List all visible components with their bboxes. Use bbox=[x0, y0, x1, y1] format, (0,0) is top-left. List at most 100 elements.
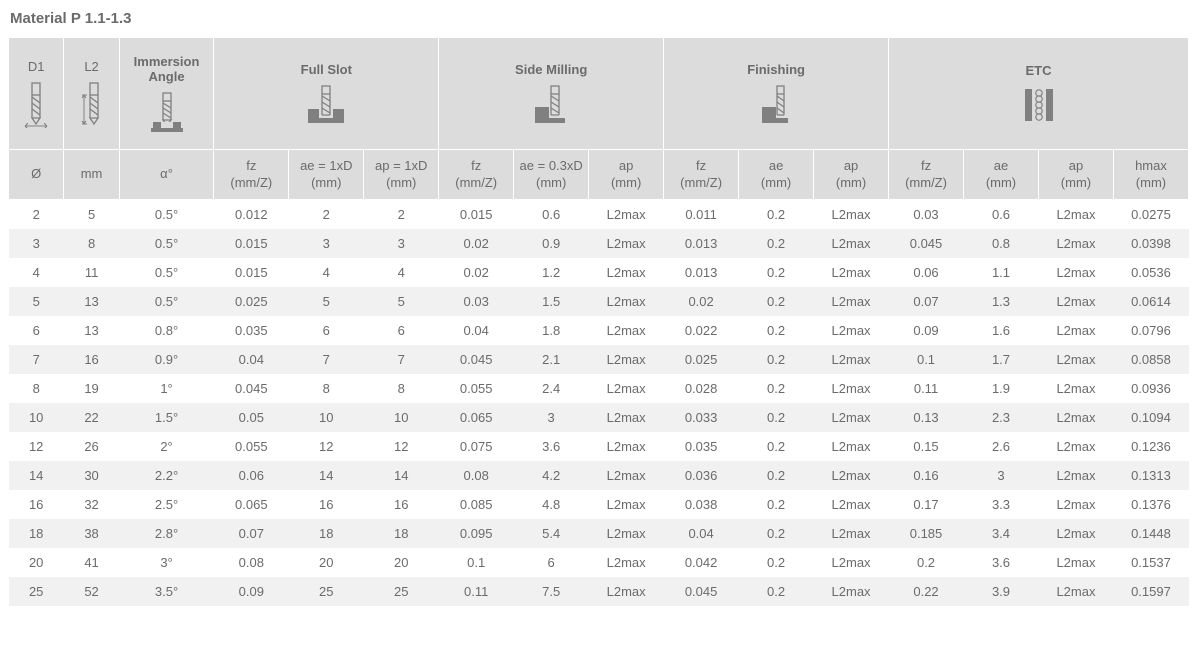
table-cell: L2max bbox=[589, 432, 664, 461]
table-cell: 0.04 bbox=[664, 519, 739, 548]
table-cell: 0.0796 bbox=[1113, 316, 1188, 345]
table-cell: 0.022 bbox=[664, 316, 739, 345]
table-cell: 12 bbox=[364, 432, 439, 461]
table-cell: 0.03 bbox=[889, 200, 964, 230]
table-cell: L2max bbox=[1038, 287, 1113, 316]
table-cell: 1.3 bbox=[964, 287, 1039, 316]
table-cell: 0.028 bbox=[664, 374, 739, 403]
table-cell: 0.1 bbox=[439, 548, 514, 577]
l2-label: L2 bbox=[84, 59, 98, 74]
table-cell: 0.5° bbox=[119, 200, 214, 230]
sidemilling-icon bbox=[529, 85, 573, 125]
table-row: 10221.5°0.0510100.0653L2max0.0330.2L2max… bbox=[9, 403, 1189, 432]
table-cell: 0.2 bbox=[739, 548, 814, 577]
cutting-data-table: D1 L2 bbox=[8, 37, 1189, 606]
table-cell: L2max bbox=[814, 258, 889, 287]
table-cell: 0.1094 bbox=[1113, 403, 1188, 432]
table-cell: 0.02 bbox=[664, 287, 739, 316]
table-cell: 0.045 bbox=[214, 374, 289, 403]
table-cell: 0.2 bbox=[739, 490, 814, 519]
table-cell: 0.5° bbox=[119, 229, 214, 258]
table-cell: 3 bbox=[364, 229, 439, 258]
table-cell: L2max bbox=[589, 461, 664, 490]
table-cell: 10 bbox=[289, 403, 364, 432]
table-cell: 0.2 bbox=[889, 548, 964, 577]
table-cell: 0.1313 bbox=[1113, 461, 1188, 490]
table-cell: 7 bbox=[364, 345, 439, 374]
table-cell: 3 bbox=[964, 461, 1039, 490]
table-cell: 0.04 bbox=[214, 345, 289, 374]
table-cell: 0.08 bbox=[214, 548, 289, 577]
table-cell: 0.011 bbox=[664, 200, 739, 230]
sub-fin-1: ae(mm) bbox=[739, 150, 814, 200]
table-cell: L2max bbox=[589, 287, 664, 316]
table-cell: 6 bbox=[514, 548, 589, 577]
sub-imm: α° bbox=[119, 150, 214, 200]
table-cell: 3.5° bbox=[119, 577, 214, 606]
table-cell: L2max bbox=[1038, 345, 1113, 374]
table-cell: 32 bbox=[64, 490, 119, 519]
table-cell: 0.1236 bbox=[1113, 432, 1188, 461]
page-title: Material P 1.1-1.3 bbox=[10, 10, 1189, 27]
table-cell: 2.4 bbox=[514, 374, 589, 403]
table-cell: 13 bbox=[64, 287, 119, 316]
table-cell: L2max bbox=[589, 519, 664, 548]
table-cell: 25 bbox=[364, 577, 439, 606]
table-cell: 0.5° bbox=[119, 287, 214, 316]
table-cell: 0.16 bbox=[889, 461, 964, 490]
table-row: 16322.5°0.06516160.0854.8L2max0.0380.2L2… bbox=[9, 490, 1189, 519]
d1-icon bbox=[23, 82, 49, 128]
table-cell: 19 bbox=[64, 374, 119, 403]
table-cell: L2max bbox=[814, 200, 889, 230]
sub-l2: mm bbox=[64, 150, 119, 200]
table-cell: 14 bbox=[289, 461, 364, 490]
table-cell: L2max bbox=[1038, 374, 1113, 403]
table-cell: 0.0536 bbox=[1113, 258, 1188, 287]
table-cell: 2.3 bbox=[964, 403, 1039, 432]
sub-fullslot-2: ap = 1xD(mm) bbox=[364, 150, 439, 200]
table-cell: L2max bbox=[589, 577, 664, 606]
table-cell: L2max bbox=[1038, 403, 1113, 432]
table-cell: L2max bbox=[814, 432, 889, 461]
table-cell: 41 bbox=[64, 548, 119, 577]
table-cell: 0.2 bbox=[739, 316, 814, 345]
table-cell: 0.1537 bbox=[1113, 548, 1188, 577]
table-cell: 4 bbox=[9, 258, 64, 287]
table-cell: 4.2 bbox=[514, 461, 589, 490]
col-fullslot-header: Full Slot bbox=[214, 38, 439, 150]
table-cell: 0.15 bbox=[889, 432, 964, 461]
d1-label: D1 bbox=[28, 59, 45, 74]
etc-label: ETC bbox=[1026, 63, 1052, 78]
table-cell: 5 bbox=[9, 287, 64, 316]
table-cell: 3 bbox=[514, 403, 589, 432]
table-cell: 0.095 bbox=[439, 519, 514, 548]
table-cell: 1.7 bbox=[964, 345, 1039, 374]
table-cell: L2max bbox=[814, 490, 889, 519]
table-cell: 16 bbox=[364, 490, 439, 519]
sub-etc-3: hmax(mm) bbox=[1113, 150, 1188, 200]
table-cell: L2max bbox=[1038, 461, 1113, 490]
table-cell: 0.07 bbox=[214, 519, 289, 548]
table-cell: 4 bbox=[364, 258, 439, 287]
table-cell: 2° bbox=[119, 432, 214, 461]
table-cell: 0.085 bbox=[439, 490, 514, 519]
table-cell: 0.8 bbox=[964, 229, 1039, 258]
table-cell: 7 bbox=[289, 345, 364, 374]
table-cell: 0.8° bbox=[119, 316, 214, 345]
col-sidemilling-header: Side Milling bbox=[439, 38, 664, 150]
table-cell: L2max bbox=[589, 229, 664, 258]
table-cell: 6 bbox=[289, 316, 364, 345]
table-cell: 0.1597 bbox=[1113, 577, 1188, 606]
table-cell: 0.07 bbox=[889, 287, 964, 316]
table-cell: 0.013 bbox=[664, 258, 739, 287]
sub-fullslot-1: ae = 1xD(mm) bbox=[289, 150, 364, 200]
sub-fullslot-0: fz(mm/Z) bbox=[214, 150, 289, 200]
table-cell: L2max bbox=[814, 345, 889, 374]
table-cell: 0.033 bbox=[664, 403, 739, 432]
table-row: 250.5°0.012220.0150.6L2max0.0110.2L2max0… bbox=[9, 200, 1189, 230]
table-cell: 1.1 bbox=[964, 258, 1039, 287]
table-cell: 0.2 bbox=[739, 403, 814, 432]
sub-etc-1: ae(mm) bbox=[964, 150, 1039, 200]
table-cell: 4 bbox=[289, 258, 364, 287]
table-cell: 0.2 bbox=[739, 258, 814, 287]
